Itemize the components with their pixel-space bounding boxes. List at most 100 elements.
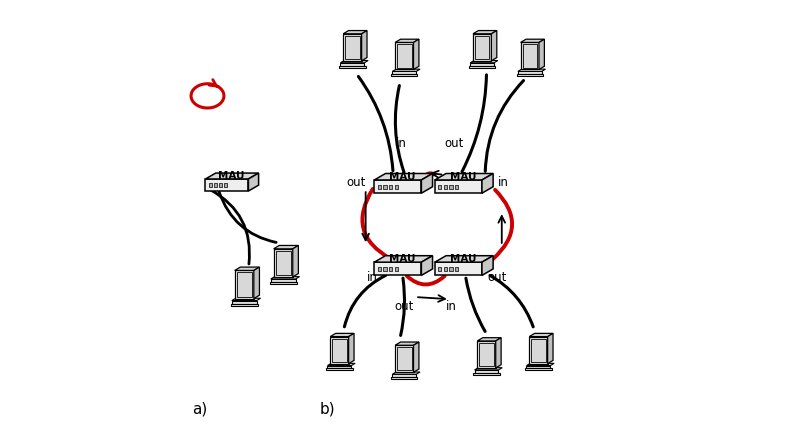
Text: MAU: MAU [450, 254, 476, 264]
Polygon shape [450, 184, 453, 189]
Polygon shape [341, 60, 368, 63]
Polygon shape [237, 273, 252, 296]
Polygon shape [280, 276, 286, 279]
Polygon shape [422, 256, 433, 276]
Polygon shape [482, 256, 493, 276]
Polygon shape [234, 267, 259, 270]
Polygon shape [521, 43, 539, 69]
Polygon shape [522, 44, 537, 68]
Polygon shape [234, 270, 254, 299]
Polygon shape [378, 267, 381, 271]
Polygon shape [479, 60, 486, 63]
Polygon shape [249, 173, 258, 191]
Polygon shape [383, 184, 386, 189]
Text: in: in [366, 271, 378, 284]
Polygon shape [392, 372, 420, 374]
Polygon shape [339, 66, 366, 68]
Text: out: out [488, 271, 507, 284]
Text: out: out [394, 300, 414, 313]
Text: out: out [445, 137, 464, 150]
Polygon shape [535, 363, 542, 366]
Polygon shape [378, 184, 381, 189]
Polygon shape [483, 368, 490, 370]
Polygon shape [469, 66, 495, 68]
Polygon shape [391, 74, 418, 76]
Polygon shape [330, 337, 349, 364]
Polygon shape [444, 184, 447, 189]
Polygon shape [414, 342, 419, 372]
Polygon shape [530, 333, 553, 337]
Polygon shape [206, 173, 258, 179]
Polygon shape [219, 183, 222, 187]
Polygon shape [241, 298, 248, 301]
Polygon shape [383, 267, 386, 271]
Polygon shape [374, 174, 433, 180]
Polygon shape [343, 34, 362, 61]
Polygon shape [539, 39, 544, 69]
Polygon shape [470, 60, 498, 63]
Polygon shape [474, 373, 500, 375]
Polygon shape [475, 36, 490, 59]
Polygon shape [455, 267, 458, 271]
Polygon shape [276, 251, 290, 275]
Text: MAU: MAU [450, 172, 476, 182]
Polygon shape [230, 303, 258, 306]
Polygon shape [327, 365, 351, 368]
Polygon shape [530, 337, 548, 364]
Polygon shape [435, 262, 482, 276]
Polygon shape [414, 39, 419, 69]
Text: out: out [346, 176, 366, 189]
Polygon shape [270, 282, 297, 284]
Polygon shape [518, 69, 546, 72]
Text: a): a) [192, 401, 207, 416]
Polygon shape [395, 43, 414, 69]
Polygon shape [389, 267, 392, 271]
Polygon shape [473, 30, 497, 34]
Polygon shape [232, 298, 261, 301]
Polygon shape [491, 30, 497, 61]
Polygon shape [482, 174, 493, 193]
Polygon shape [395, 342, 419, 345]
Polygon shape [526, 69, 533, 72]
Polygon shape [332, 339, 346, 362]
Polygon shape [326, 368, 353, 370]
Polygon shape [374, 256, 433, 262]
Polygon shape [374, 180, 422, 193]
Polygon shape [470, 63, 494, 66]
Polygon shape [435, 256, 493, 262]
Polygon shape [336, 363, 342, 366]
Polygon shape [341, 63, 364, 66]
Polygon shape [438, 184, 442, 189]
Text: MAU: MAU [389, 172, 415, 182]
Polygon shape [270, 276, 299, 279]
Polygon shape [349, 333, 354, 364]
Text: in: in [498, 176, 508, 189]
Polygon shape [526, 363, 554, 365]
Polygon shape [392, 72, 416, 74]
Text: MAU: MAU [389, 254, 415, 264]
Polygon shape [478, 341, 496, 368]
Polygon shape [214, 183, 217, 187]
Polygon shape [531, 339, 546, 362]
Polygon shape [293, 246, 298, 277]
Polygon shape [526, 368, 551, 370]
Polygon shape [496, 338, 501, 368]
Polygon shape [444, 267, 447, 271]
Polygon shape [274, 246, 298, 249]
Polygon shape [518, 72, 542, 74]
Polygon shape [521, 39, 544, 43]
Polygon shape [392, 69, 420, 72]
Polygon shape [422, 174, 433, 193]
Polygon shape [274, 249, 293, 277]
Polygon shape [209, 183, 211, 187]
Polygon shape [374, 262, 422, 276]
Polygon shape [401, 69, 407, 72]
Polygon shape [474, 368, 502, 370]
Text: b): b) [320, 401, 335, 416]
Polygon shape [435, 174, 493, 180]
Polygon shape [343, 30, 367, 34]
Text: in: in [395, 137, 406, 150]
Polygon shape [232, 301, 257, 303]
Polygon shape [392, 374, 416, 377]
Polygon shape [395, 39, 419, 43]
